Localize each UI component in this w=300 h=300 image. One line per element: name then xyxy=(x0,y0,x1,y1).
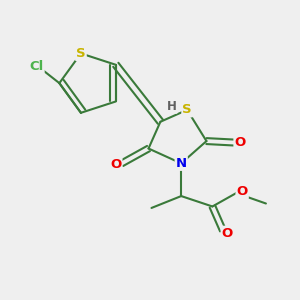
Text: S: S xyxy=(182,103,192,116)
Text: O: O xyxy=(110,158,122,171)
Text: O: O xyxy=(222,227,233,240)
Text: N: N xyxy=(176,157,187,170)
Text: S: S xyxy=(76,47,86,60)
Text: O: O xyxy=(236,185,248,198)
Text: O: O xyxy=(234,136,246,149)
Text: H: H xyxy=(167,100,177,113)
Text: Cl: Cl xyxy=(29,59,44,73)
